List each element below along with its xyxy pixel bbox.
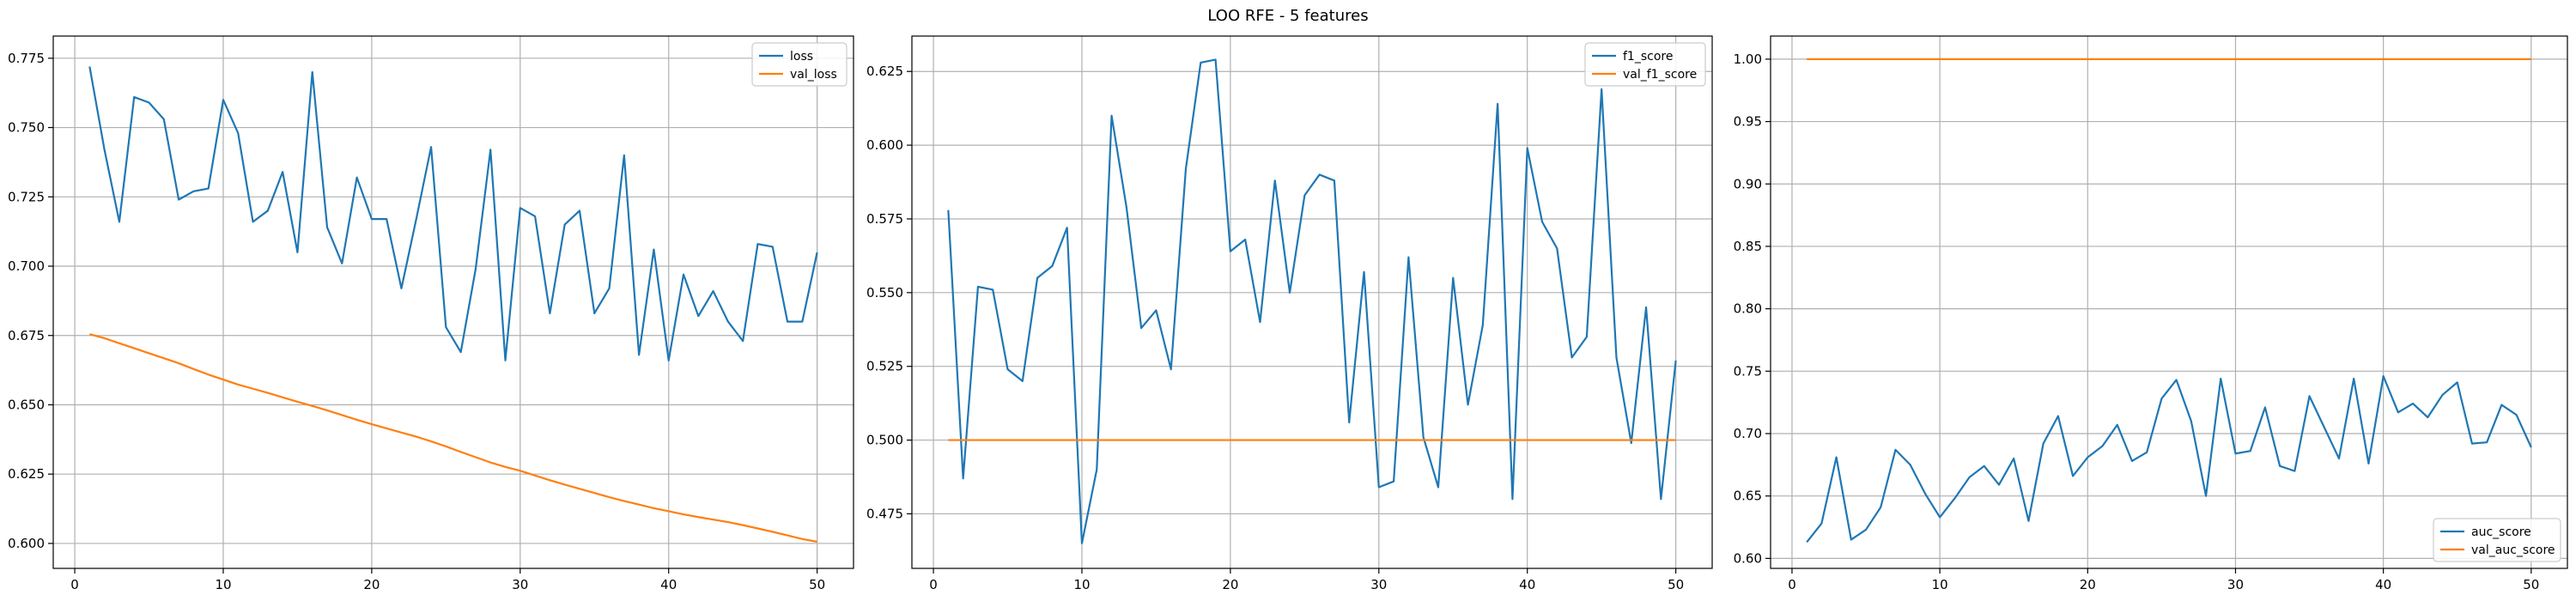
y-tick-label: 0.75 <box>1734 363 1762 379</box>
legend-box <box>1584 42 1706 87</box>
y-tick-label: 0.95 <box>1734 114 1762 130</box>
axes-frame <box>1770 35 2568 569</box>
axes-frame <box>911 35 1713 569</box>
x-tick-label: 30 <box>1370 577 1387 592</box>
legend-label-val_f1_score: val_f1_score <box>1623 68 1697 82</box>
x-tick-label: 30 <box>512 577 528 592</box>
legend-box <box>2433 518 2561 562</box>
x-tick-label: 40 <box>2375 577 2391 592</box>
y-tick-label: 0.525 <box>866 359 903 374</box>
y-tick-label: 0.750 <box>8 120 45 136</box>
x-tick-label: 20 <box>363 577 380 592</box>
y-tick-label: 0.650 <box>8 397 45 412</box>
x-tick-label: 0 <box>70 577 79 592</box>
series-line-f1_score <box>947 58 1677 544</box>
y-tick-label: 0.500 <box>866 433 903 448</box>
y-tick-label: 0.65 <box>1734 489 1762 504</box>
y-tick-label: 0.475 <box>866 506 903 521</box>
x-tick-label: 10 <box>215 577 231 592</box>
figure-title: LOO RFE - 5 features <box>1207 7 1369 25</box>
y-tick-label: 0.550 <box>866 285 903 300</box>
x-tick-label: 20 <box>1222 577 1238 592</box>
legend: loss val_loss <box>751 42 848 87</box>
y-tick-label: 0.85 <box>1734 239 1762 254</box>
y-tick-label: 0.775 <box>8 51 45 66</box>
y-tick-label: 0.575 <box>866 211 903 227</box>
legend: f1_score val_f1_score <box>1584 42 1706 87</box>
f1-score-subplot: 0 10 20 30 40 50 0.475 0.500 0.525 0.550 0.575 0.60… <box>866 35 1713 592</box>
x-tick-label: 10 <box>1932 577 1948 592</box>
legend-label-loss: loss <box>790 50 813 64</box>
series-line-val_loss <box>89 333 817 543</box>
x-tick-label: 0 <box>929 577 938 592</box>
axes-frame <box>52 35 854 569</box>
x-tick-label: 30 <box>2227 577 2244 592</box>
x-tick-label: 50 <box>809 577 825 592</box>
y-tick-label: 0.60 <box>1734 550 1762 566</box>
y-tick-label: 0.625 <box>8 466 45 482</box>
legend-box <box>751 42 848 87</box>
legend-label-val_auc_score: val_auc_score <box>2471 543 2555 557</box>
loss-subplot: 0 10 20 30 40 50 0.600 0.625 0.650 0.675 0.700 0.72… <box>8 35 854 592</box>
x-tick-label: 10 <box>1073 577 1090 592</box>
y-tick-label: 0.600 <box>866 137 903 153</box>
legend: auc_score val_auc_score <box>2433 518 2561 562</box>
x-tick-label: 50 <box>2523 577 2539 592</box>
legend-label-auc_score: auc_score <box>2471 525 2531 539</box>
series-line-loss <box>88 66 818 361</box>
x-tick-label: 40 <box>1519 577 1535 592</box>
y-tick-label: 0.600 <box>8 536 45 551</box>
y-tick-label: 0.80 <box>1734 301 1762 317</box>
x-tick-label: 20 <box>2080 577 2096 592</box>
legend-label-f1_score: f1_score <box>1623 50 1673 64</box>
y-tick-label: 0.700 <box>8 258 45 274</box>
y-tick-label: 0.70 <box>1734 426 1762 441</box>
auc-score-subplot: 0 10 20 30 40 50 0.60 0.65 0.70 0.75 0.80 0.85 0.90 0… <box>1734 35 2568 592</box>
y-tick-label: 0.675 <box>8 328 45 343</box>
x-tick-label: 40 <box>660 577 677 592</box>
legend-label-val_loss: val_loss <box>790 68 837 82</box>
series-line-auc_score <box>1806 375 2532 543</box>
x-tick-label: 50 <box>1668 577 1684 592</box>
y-tick-label: 0.725 <box>8 189 45 204</box>
y-tick-label: 0.625 <box>866 64 903 79</box>
y-tick-label: 0.90 <box>1734 176 1762 191</box>
y-tick-label: 1.00 <box>1734 52 1762 67</box>
x-tick-label: 0 <box>1788 577 1796 592</box>
